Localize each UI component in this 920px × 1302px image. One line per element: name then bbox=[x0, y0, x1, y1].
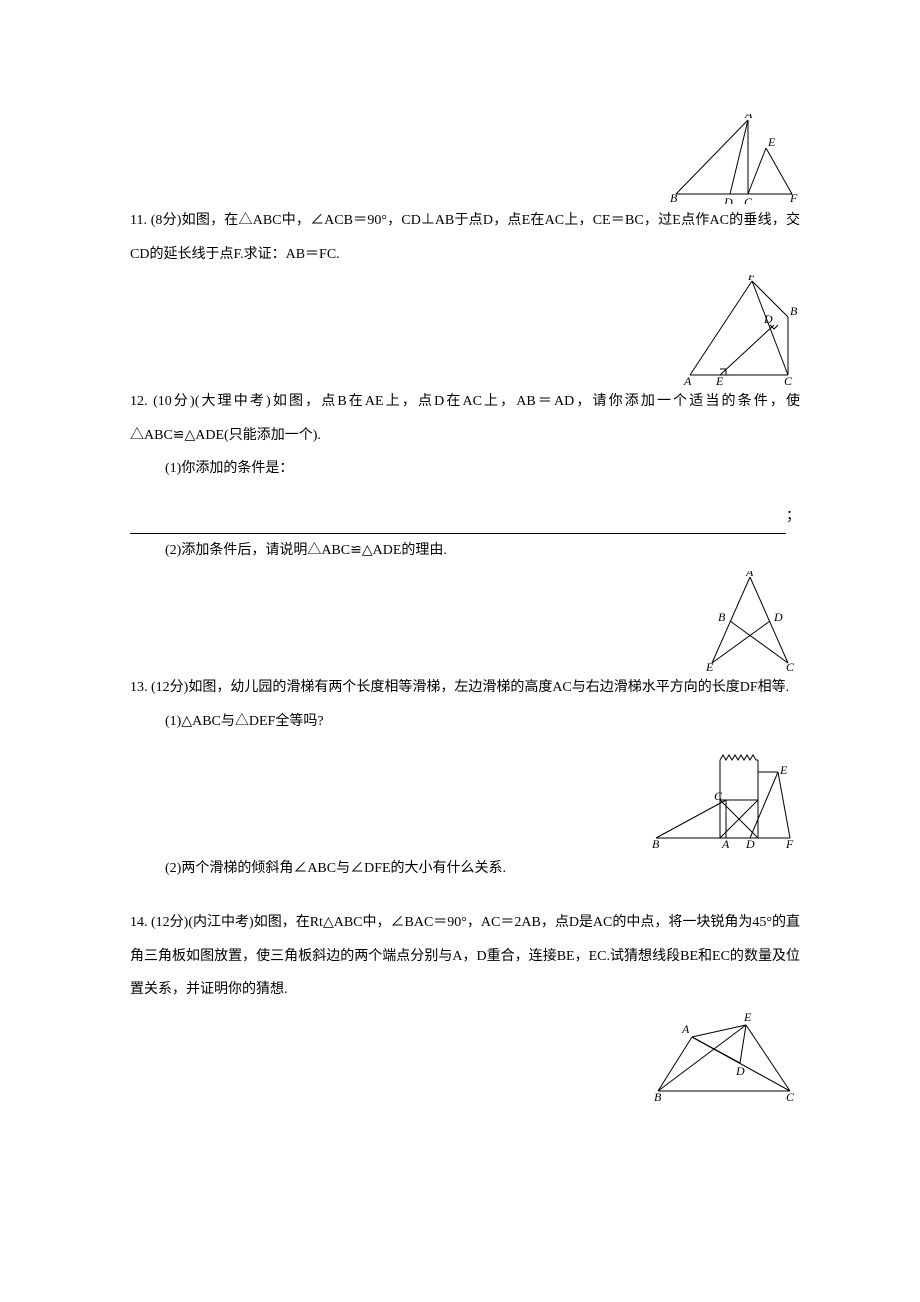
problem-12: 12. (10分)(大理中考)如图，点B在AE上，点D在AC上，AB＝AD，请你… bbox=[130, 385, 800, 452]
problem-13: 13. (12分)如图，幼儿园的滑梯有两个长度相等滑梯，左边滑梯的高度AC与右边… bbox=[130, 671, 800, 705]
label-B: B bbox=[790, 304, 798, 318]
problem-12-source: (大理中考) bbox=[195, 394, 271, 409]
label-C: C bbox=[714, 789, 723, 803]
label-A: A bbox=[721, 837, 730, 851]
label-A: A bbox=[683, 374, 692, 385]
problem-12-sub2: (2)添加条件后，请说明△ABC≌△ADE的理由. bbox=[130, 534, 800, 568]
problem-11-text: 如图，在△ABC中，∠ACB＝90°，CD⊥AB于点D，点E在AC上，CE＝BC… bbox=[130, 213, 800, 262]
figure-12a: A E C F B D bbox=[680, 275, 800, 385]
label-C: C bbox=[786, 660, 795, 671]
problem-13-number: 13. bbox=[130, 680, 148, 695]
problem-13-sub1: (1)△ABC与△DEF全等吗? bbox=[130, 705, 800, 739]
figure-11-row: A B C D E F bbox=[130, 114, 800, 204]
label-F: F bbox=[747, 275, 756, 283]
figure-12b-row: A B D E C bbox=[130, 571, 800, 671]
problem-12-number: 12. bbox=[130, 394, 148, 409]
figure-11: A B C D E F bbox=[670, 114, 800, 204]
problem-12-blank[interactable] bbox=[130, 519, 786, 534]
label-C: C bbox=[786, 1090, 795, 1101]
problem-11: 11. (8分)如图，在△ABC中，∠ACB＝90°，CD⊥AB于点D，点E在A… bbox=[130, 204, 800, 271]
label-D: D bbox=[723, 195, 733, 204]
figure-12b: A B D E C bbox=[700, 571, 800, 671]
spacer bbox=[130, 886, 800, 906]
problem-14-number: 14. bbox=[130, 915, 148, 930]
problem-12-points: (10分) bbox=[153, 394, 195, 409]
label-D: D bbox=[763, 312, 773, 326]
figure-14-row: B C A D E bbox=[130, 1011, 800, 1101]
label-F: F bbox=[785, 837, 794, 851]
problem-13-sub1-label: (1)△ABC与△DEF全等吗? bbox=[165, 714, 324, 729]
label-D: D bbox=[735, 1064, 745, 1078]
label-E: E bbox=[779, 763, 788, 777]
label-C: C bbox=[784, 374, 793, 385]
problem-12-sub1-label: (1)你添加的条件是： bbox=[165, 461, 293, 476]
label-A: A bbox=[744, 114, 753, 121]
problem-13-sub2: (2)两个滑梯的倾斜角∠ABC与∠DFE的大小有什么关系. bbox=[130, 852, 800, 886]
figure-13: B A D F C E bbox=[650, 742, 800, 852]
problem-11-points: (8分) bbox=[151, 213, 182, 228]
label-E: E bbox=[743, 1011, 752, 1024]
label-B: B bbox=[718, 610, 726, 624]
figure-12a-row: A E C F B D bbox=[130, 275, 800, 385]
label-E: E bbox=[767, 135, 776, 149]
label-D: D bbox=[745, 837, 755, 851]
problem-12-sub2-label: (2)添加条件后，请说明△ABC≌△ADE的理由. bbox=[165, 543, 447, 558]
figure-14: B C A D E bbox=[650, 1011, 800, 1101]
problem-11-number: 11. bbox=[130, 213, 147, 228]
label-B: B bbox=[652, 837, 660, 851]
problem-13-sub2-label: (2)两个滑梯的倾斜角∠ABC与∠DFE的大小有什么关系. bbox=[165, 861, 506, 876]
label-F: F bbox=[789, 191, 798, 204]
label-E: E bbox=[705, 660, 714, 671]
label-A: A bbox=[745, 571, 754, 579]
label-B: B bbox=[670, 191, 678, 204]
problem-12-sub1: (1)你添加的条件是： bbox=[130, 452, 800, 486]
problem-14-points: (12分) bbox=[151, 915, 188, 930]
label-C: C bbox=[744, 195, 753, 204]
label-A: A bbox=[681, 1022, 690, 1036]
problem-14-source: (内江中考) bbox=[188, 915, 253, 930]
problem-13-text: 如图，幼儿园的滑梯有两个长度相等滑梯，左边滑梯的高度AC与右边滑梯水平方向的长度… bbox=[188, 680, 789, 695]
figure-13-row: B A D F C E bbox=[130, 742, 800, 852]
problem-13-points: (12分) bbox=[151, 680, 188, 695]
problem-12-blank-trail: ； bbox=[786, 500, 800, 534]
problem-14: 14. (12分)(内江中考)如图，在Rt△ABC中，∠BAC＝90°，AC＝2… bbox=[130, 906, 800, 1007]
label-D: D bbox=[773, 610, 783, 624]
label-E: E bbox=[715, 374, 724, 385]
problem-12-blank-row: ； bbox=[130, 500, 800, 534]
label-B: B bbox=[654, 1090, 662, 1101]
